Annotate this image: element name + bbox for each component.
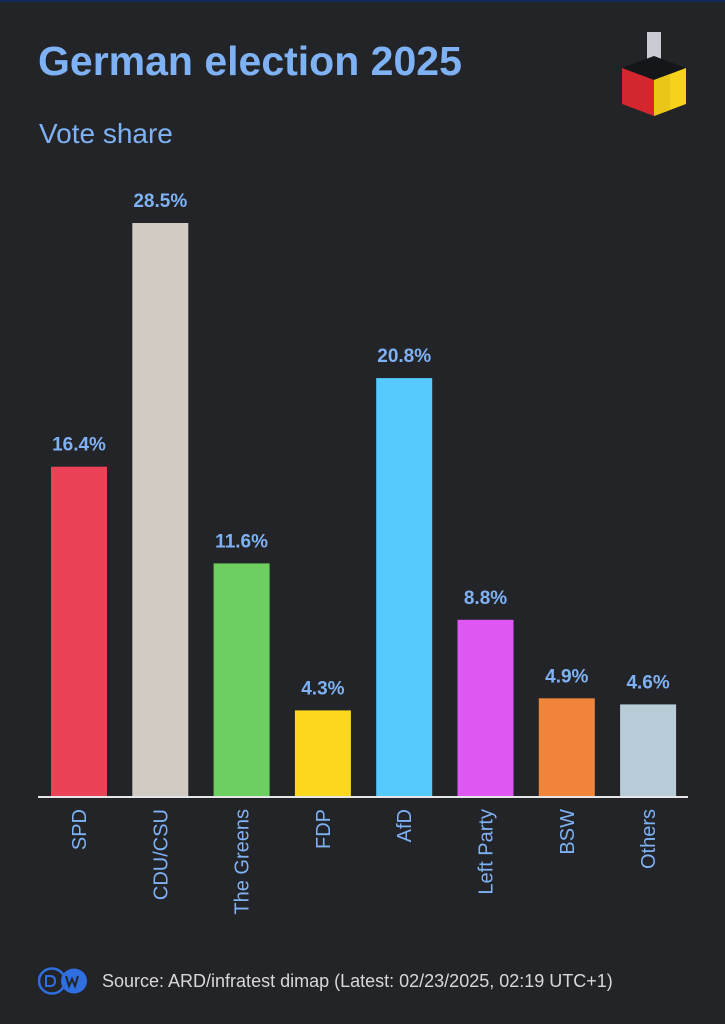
dw-logo-icon xyxy=(38,967,87,995)
category-label-4: AfD xyxy=(394,809,416,842)
bar-1 xyxy=(132,223,189,797)
data-label-3: 4.3% xyxy=(301,678,344,699)
category-label-6: BSW xyxy=(557,809,579,855)
chart-title: German election 2025 xyxy=(38,38,462,84)
data-label-7: 4.6% xyxy=(626,672,669,693)
top-border xyxy=(0,0,725,2)
chart-subtitle: Vote share xyxy=(39,118,173,149)
category-label-0: SPD xyxy=(69,809,91,850)
category-label-7: Others xyxy=(638,809,660,869)
category-label-1: CDU/CSU xyxy=(150,809,172,900)
bar-0 xyxy=(51,466,107,797)
ballot-box-icon xyxy=(622,32,686,116)
category-label-3: FDP xyxy=(313,809,335,849)
bar-6 xyxy=(538,698,595,797)
data-label-5: 8.8% xyxy=(464,588,507,609)
data-label-6: 4.9% xyxy=(545,666,588,687)
source-text: Source: ARD/infratest dimap (Latest: 02/… xyxy=(102,970,613,991)
data-label-2: 11.6% xyxy=(215,531,268,552)
category-label-5: Left Party xyxy=(476,809,498,895)
footer: Source: ARD/infratest dimap (Latest: 02/… xyxy=(38,966,613,996)
bar-7 xyxy=(620,704,677,797)
bar-5 xyxy=(457,619,514,797)
data-label-1: 28.5% xyxy=(133,191,187,212)
bar-3 xyxy=(294,710,351,797)
bar-2 xyxy=(213,563,270,797)
data-label-4: 20.8% xyxy=(377,346,431,367)
data-label-0: 16.4% xyxy=(52,435,106,456)
category-label-2: The Greens xyxy=(232,809,254,915)
bar-4 xyxy=(376,378,433,797)
